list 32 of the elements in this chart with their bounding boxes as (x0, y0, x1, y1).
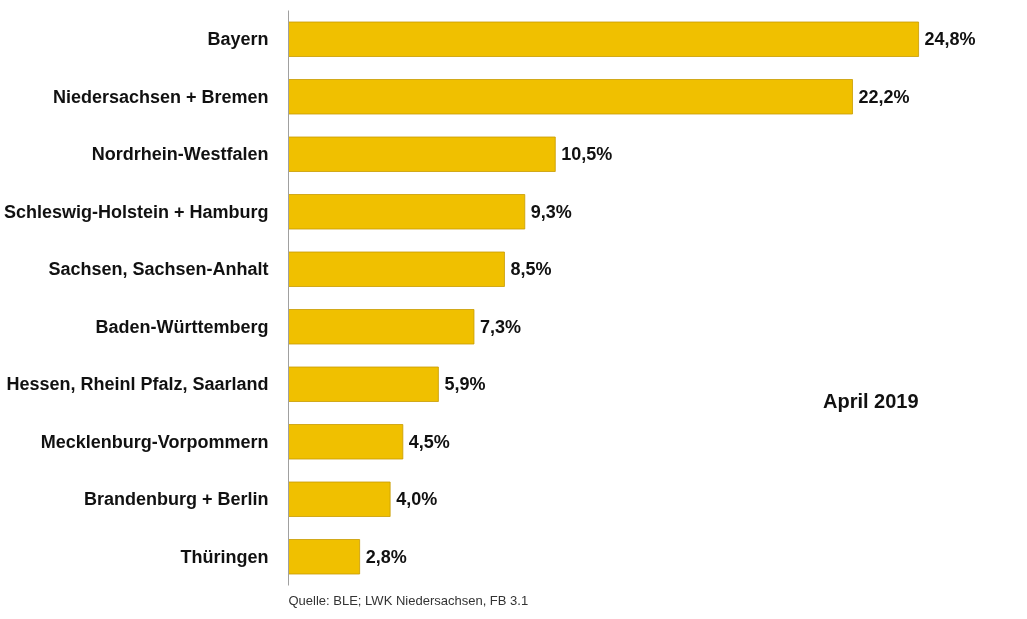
y-tick-label: Nordrhein-Westfalen (91, 144, 269, 165)
bar (288, 21, 919, 57)
data-label: 4,5% (408, 431, 450, 452)
bar (288, 251, 505, 287)
annotation: April 2019 (822, 389, 919, 412)
bar (288, 481, 391, 517)
data-label: 9,3% (530, 201, 572, 222)
bar (288, 366, 439, 402)
y-tick-label: Schleswig-Holstein + Hamburg (3, 201, 269, 222)
bar (288, 424, 404, 460)
bar (288, 194, 526, 230)
data-label: 7,3% (479, 316, 521, 337)
y-tick-label: Baden-Württemberg (95, 316, 269, 337)
bar (288, 309, 475, 345)
data-label: 24,8% (924, 29, 976, 50)
y-tick-label: Mecklenburg-Vorpommern (40, 431, 269, 452)
y-tick-label: Niedersachsen + Bremen (52, 86, 269, 107)
data-label: 5,9% (444, 374, 486, 395)
source-note: Quelle: BLE; LWK Niedersachsen, FB 3.1 (288, 592, 529, 608)
data-label: 22,2% (858, 86, 910, 107)
data-label: 8,5% (510, 259, 552, 280)
bar (288, 79, 853, 115)
y-tick-label: Hessen, Rheinl Pfalz, Saarland (6, 374, 269, 395)
bar (288, 539, 361, 575)
y-tick-label: Thüringen (180, 546, 269, 567)
data-label: 10,5% (561, 144, 613, 165)
y-tick-label: Bayern (207, 29, 269, 50)
data-label: 4,0% (396, 489, 438, 510)
y-tick-label: Brandenburg + Berlin (83, 489, 269, 510)
bar (288, 136, 556, 172)
data-label: 2,8% (365, 546, 407, 567)
y-tick-label: Sachsen, Sachsen-Anhalt (48, 259, 269, 280)
